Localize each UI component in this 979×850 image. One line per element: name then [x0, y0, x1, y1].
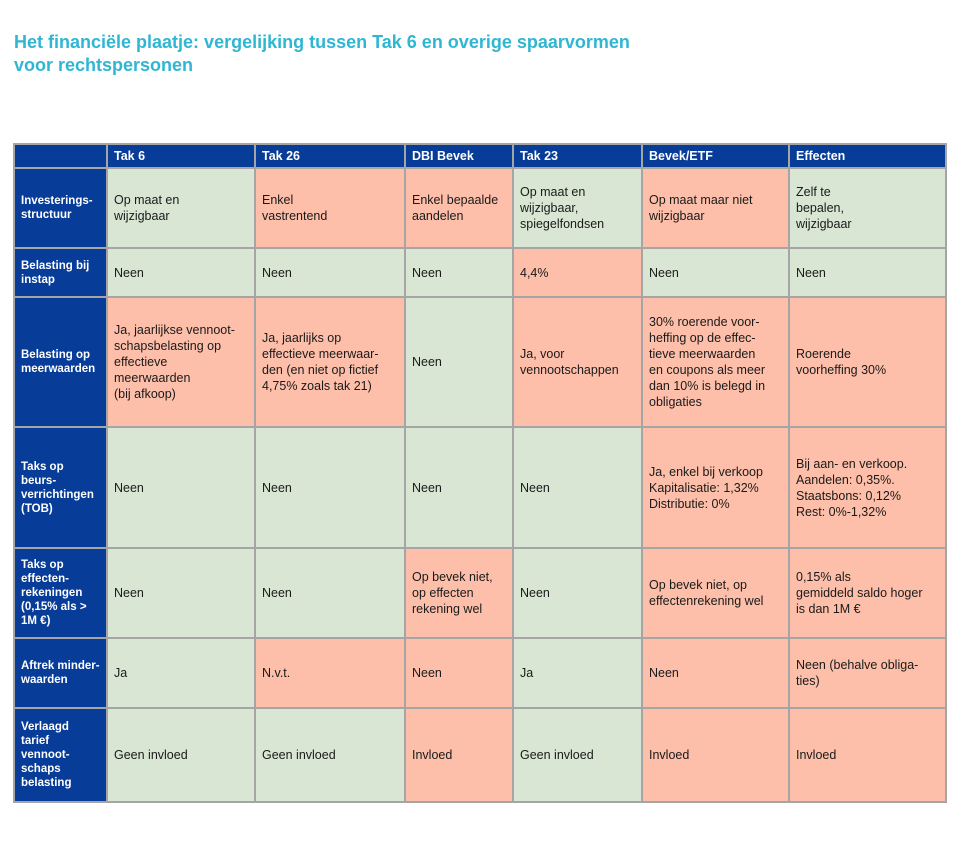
- table-cell: Zelf te bepalen, wijzigbaar: [788, 167, 947, 249]
- comparison-table: Tak 6 Tak 26 DBI Bevek Tak 23 Bevek/ETF …: [13, 143, 947, 803]
- table-cell: 0,15% als gemiddeld saldo hoger is dan 1…: [788, 547, 947, 639]
- table-cell: Ja, jaarlijkse vennoot- schapsbelasting …: [106, 296, 256, 428]
- table-cell: Neen: [254, 426, 406, 549]
- table-cell: Bij aan- en verkoop. Aandelen: 0,35%. St…: [788, 426, 947, 549]
- table-cell: Op bevek niet, op effecten rekening wel: [404, 547, 514, 639]
- table-row: Taks op beurs- verrichtingen (TOB) Neen Ne…: [13, 426, 947, 549]
- page-title: Het financiële plaatje: vergelijking tus…: [14, 32, 630, 75]
- table-cell: Neen: [254, 547, 406, 639]
- table-row: Belasting bij instap Neen Neen Neen 4,4% Neen…: [13, 247, 947, 298]
- header-corner: [13, 143, 108, 169]
- table-row: Verlaagd tarief vennoot- schaps belastin…: [13, 707, 947, 803]
- table-cell: Neen: [106, 547, 256, 639]
- row-label: Aftrek minder- waarden: [13, 637, 108, 709]
- table-cell: Neen: [106, 426, 256, 549]
- table-cell: Neen: [404, 296, 514, 428]
- header-dbi-bevek: DBI Bevek: [404, 143, 514, 169]
- header-tak6: Tak 6: [106, 143, 256, 169]
- table-cell: Ja: [106, 637, 256, 709]
- table-row: Aftrek minder- waarden Ja N.v.t. Neen Ja Neen…: [13, 637, 947, 709]
- table-cell: Ja: [512, 637, 643, 709]
- table-cell: Invloed: [641, 707, 790, 803]
- table-cell: Op maat en wijzigbaar: [106, 167, 256, 249]
- table-cell: Enkel vastrentend: [254, 167, 406, 249]
- header-bevek-etf: Bevek/ETF: [641, 143, 790, 169]
- table-cell: Neen: [512, 426, 643, 549]
- table-cell: Neen: [106, 247, 256, 298]
- table-cell: Op maat maar niet wijzigbaar: [641, 167, 790, 249]
- row-label: Verlaagd tarief vennoot- schaps belastin…: [13, 707, 108, 803]
- row-label: Belasting bij instap: [13, 247, 108, 298]
- table-cell: Neen: [641, 637, 790, 709]
- table-cell: Op bevek niet, op effectenrekening wel: [641, 547, 790, 639]
- header-row: Tak 6 Tak 26 DBI Bevek Tak 23 Bevek/ETF …: [13, 143, 947, 169]
- comparison-table-container: Tak 6 Tak 26 DBI Bevek Tak 23 Bevek/ETF …: [13, 143, 947, 803]
- table-cell: Invloed: [788, 707, 947, 803]
- row-label: Belasting op meerwaarden: [13, 296, 108, 428]
- table-cell: Invloed: [404, 707, 514, 803]
- table-cell: 30% roerende voor- heffing op de effec- …: [641, 296, 790, 428]
- table-cell: Neen: [254, 247, 406, 298]
- table-cell: Neen: [788, 247, 947, 298]
- table-cell: N.v.t.: [254, 637, 406, 709]
- table-cell: Roerende voorheffing 30%: [788, 296, 947, 428]
- row-label: Taks op beurs- verrichtingen (TOB): [13, 426, 108, 549]
- header-effecten: Effecten: [788, 143, 947, 169]
- table-row: Taks op effecten- rekeningen (0,15% als …: [13, 547, 947, 639]
- table-cell: Ja, jaarlijks op effectieve meerwaar- de…: [254, 296, 406, 428]
- table-cell: Ja, enkel bij verkoop Kapitalisatie: 1,3…: [641, 426, 790, 549]
- table-cell: Op maat en wijzigbaar, spiegelfondsen: [512, 167, 643, 249]
- row-label: Taks op effecten- rekeningen (0,15% als …: [13, 547, 108, 639]
- table-cell: Geen invloed: [512, 707, 643, 803]
- table-cell: Neen (behalve obliga- ties): [788, 637, 947, 709]
- table-cell: Neen: [404, 637, 514, 709]
- row-label: Investerings- structuur: [13, 167, 108, 249]
- table-cell: Neen: [404, 426, 514, 549]
- table-cell: Neen: [404, 247, 514, 298]
- table-cell: Geen invloed: [254, 707, 406, 803]
- header-tak23: Tak 23: [512, 143, 643, 169]
- table-cell: Enkel bepaalde aandelen: [404, 167, 514, 249]
- table-row: Investerings- structuur Op maat en wijzig…: [13, 167, 947, 249]
- table-row: Belasting op meerwaarden Ja, jaarlijkse v…: [13, 296, 947, 428]
- table-cell: Neen: [641, 247, 790, 298]
- table-cell: 4,4%: [512, 247, 643, 298]
- table-cell: Neen: [512, 547, 643, 639]
- table-cell: Geen invloed: [106, 707, 256, 803]
- table-cell: Ja, voor vennootschappen: [512, 296, 643, 428]
- header-tak26: Tak 26: [254, 143, 406, 169]
